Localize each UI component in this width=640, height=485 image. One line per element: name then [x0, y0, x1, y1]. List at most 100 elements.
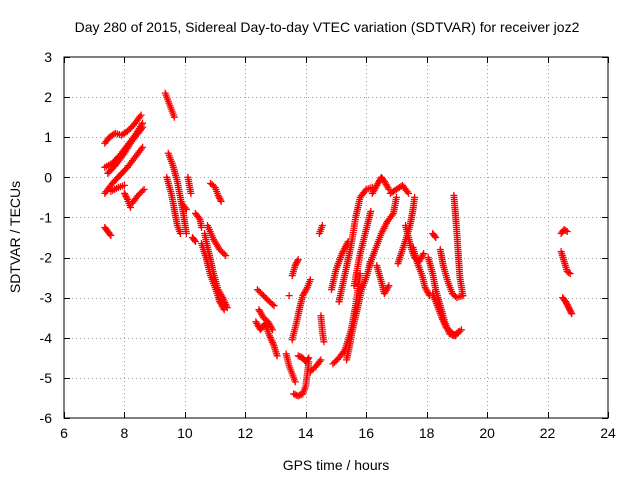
x-axis-label: GPS time / hours	[283, 457, 390, 473]
data-point	[259, 292, 267, 300]
x-tick-label: 24	[600, 425, 616, 441]
y-tick-label: -4	[40, 330, 53, 346]
data-point	[290, 390, 298, 398]
data-point	[441, 320, 449, 328]
data-point	[120, 181, 128, 189]
data-point	[291, 262, 299, 270]
x-tick-label: 20	[479, 425, 495, 441]
data-point	[403, 188, 411, 196]
data-point	[306, 276, 314, 284]
data-point	[291, 391, 299, 399]
data-point	[388, 211, 396, 219]
data-point	[562, 226, 570, 234]
data-point	[120, 189, 128, 197]
data-point	[431, 232, 439, 240]
x-tick-label: 8	[121, 425, 129, 441]
data-point	[255, 287, 263, 295]
data-point	[182, 205, 190, 213]
data-point	[170, 113, 178, 121]
data-point	[253, 286, 261, 294]
data-point	[405, 189, 413, 197]
data-point	[411, 193, 419, 201]
data-point	[136, 190, 144, 198]
data-point	[216, 196, 224, 204]
data-point	[305, 354, 313, 362]
data-point	[216, 194, 224, 202]
data-point	[122, 192, 130, 200]
x-tick-label: 14	[298, 425, 314, 441]
data-point	[125, 126, 133, 134]
x-tick-label: 6	[60, 425, 68, 441]
data-point	[456, 327, 464, 335]
data-point	[269, 300, 277, 308]
data-point	[440, 319, 448, 327]
data-point	[217, 247, 225, 255]
data-point	[220, 250, 228, 258]
data-point	[261, 293, 269, 301]
data-point	[219, 304, 227, 312]
data-point	[457, 326, 465, 334]
data-point	[564, 302, 572, 310]
data-point	[107, 231, 115, 239]
y-tick-label: -3	[40, 290, 53, 306]
data-point	[121, 191, 129, 199]
data-point	[566, 307, 574, 315]
data-point	[329, 360, 337, 368]
y-tick-label: 3	[44, 49, 52, 65]
data-point	[459, 292, 467, 300]
data-point	[220, 297, 228, 305]
data-point	[137, 145, 145, 153]
data-point	[191, 238, 199, 246]
data-point	[439, 315, 447, 323]
data-point	[438, 314, 446, 322]
plot-frame	[63, 56, 609, 419]
data-point	[270, 302, 278, 310]
data-point	[563, 227, 571, 235]
data-point	[269, 340, 277, 348]
y-tick-label: 0	[44, 169, 52, 185]
data-point	[139, 123, 147, 131]
chart-title: Day 280 of 2015, Sidereal Day-to-day VTE…	[75, 19, 580, 35]
data-point	[293, 259, 301, 267]
x-tick-label: 22	[540, 425, 556, 441]
data-point	[137, 188, 145, 196]
data-point	[137, 125, 145, 133]
data-point	[182, 229, 190, 237]
data-point	[320, 338, 328, 346]
data-point	[123, 127, 131, 135]
data-point	[262, 295, 270, 303]
data-point	[258, 290, 266, 298]
data-point	[294, 392, 302, 400]
x-tick-label: 12	[238, 425, 254, 441]
data-point	[136, 113, 144, 121]
data-point	[139, 143, 147, 151]
data-point	[302, 285, 310, 293]
data-point	[106, 230, 114, 238]
data-point	[330, 358, 338, 366]
data-point	[309, 365, 317, 373]
y-tick-label: -6	[40, 410, 53, 426]
data-point	[384, 283, 392, 291]
data-point	[215, 193, 223, 201]
data-point	[195, 214, 203, 222]
data-point	[316, 357, 324, 365]
data-point	[566, 270, 574, 278]
data-point	[453, 330, 461, 338]
data-point	[217, 197, 225, 205]
data-points	[101, 89, 576, 400]
y-tick-label: -5	[40, 370, 53, 386]
data-point	[294, 256, 302, 264]
data-point	[419, 251, 427, 259]
data-point	[565, 269, 573, 277]
data-point	[126, 124, 134, 132]
data-point	[198, 223, 206, 231]
data-point	[562, 298, 570, 306]
data-point	[269, 338, 277, 346]
data-point	[392, 193, 400, 201]
data-point	[296, 391, 304, 399]
data-point	[568, 310, 576, 318]
data-point	[439, 317, 447, 325]
x-tick-label: 18	[419, 425, 435, 441]
data-point	[126, 203, 134, 211]
